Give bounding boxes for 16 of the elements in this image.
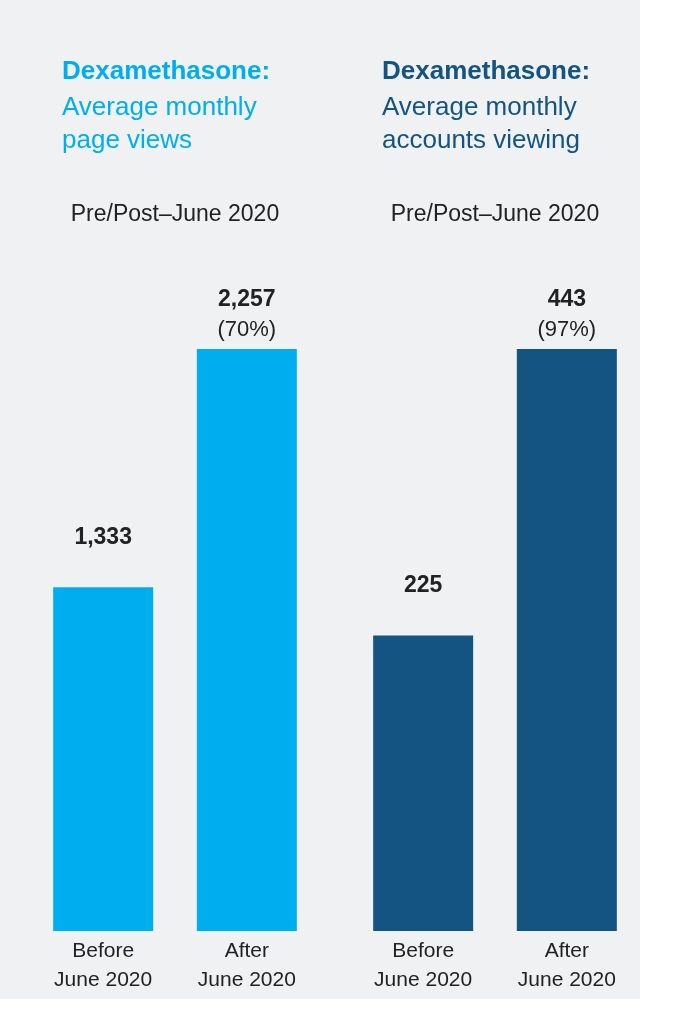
annotation: (70%) <box>217 316 277 341</box>
data-label: 443 <box>547 285 587 311</box>
chart-subtitle: Average monthly page views <box>62 91 257 154</box>
x-tick-label: Before June 2020 <box>374 937 473 990</box>
text: Pre/Post–June 2020 <box>70 200 280 226</box>
annotation: (97%) <box>537 316 597 341</box>
data-label: 225 <box>403 571 443 598</box>
data-label: 1,333 <box>74 523 132 550</box>
chart-title: Dexamethasone: <box>62 55 271 85</box>
data-label: 2,257 <box>218 285 276 311</box>
x-tick-label: After June 2020 <box>197 937 296 990</box>
chart-subtitle: Average monthly accounts viewing <box>382 91 580 154</box>
x-tick-label: Before June 2020 <box>54 937 153 990</box>
text: Pre/Post–June 2020 <box>390 200 600 226</box>
chart-title: Dexamethasone: <box>382 55 591 85</box>
x-tick-label: After June 2020 <box>517 937 616 990</box>
